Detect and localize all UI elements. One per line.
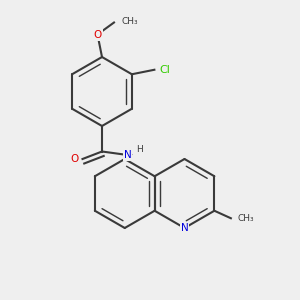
Text: Cl: Cl: [159, 65, 170, 75]
Text: O: O: [71, 154, 79, 164]
Text: N: N: [181, 223, 188, 233]
Text: N: N: [124, 149, 131, 160]
Text: CH₃: CH₃: [122, 16, 138, 26]
Text: H: H: [136, 145, 143, 154]
Text: O: O: [93, 29, 102, 40]
Text: CH₃: CH₃: [238, 214, 254, 223]
